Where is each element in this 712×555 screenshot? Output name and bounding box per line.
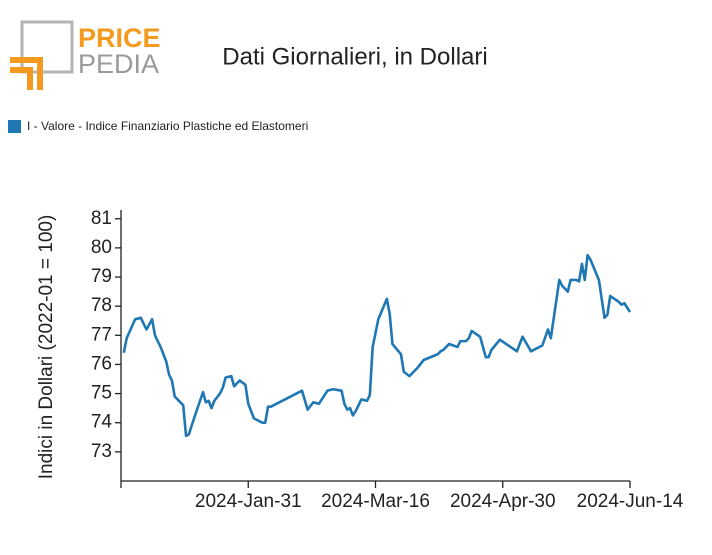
y-tick-label: 74 bbox=[91, 412, 113, 433]
y-tick-label: 81 bbox=[91, 208, 112, 229]
legend-label: I - Valore - Indice Finanziario Plastich… bbox=[27, 119, 308, 133]
logo: PRICE PEDIA bbox=[10, 20, 161, 90]
y-tick-label: 76 bbox=[91, 353, 112, 374]
y-tick-label: 79 bbox=[91, 266, 112, 287]
y-tick-label: 78 bbox=[91, 295, 112, 316]
x-tick-label: 2024-Apr-30 bbox=[450, 491, 556, 512]
y-tick-label: 73 bbox=[91, 441, 112, 462]
chart-title: Dati Giornalieri, in Dollari bbox=[222, 43, 487, 70]
series-line bbox=[122, 253, 632, 438]
x-tick-label: 2024-Jan-31 bbox=[195, 491, 302, 512]
y-axis-label: Indici in Dollari (2022-01 = 100) bbox=[36, 215, 57, 480]
y-tick-label: 77 bbox=[91, 324, 112, 345]
x-tick-label: 2024-Jun-14 bbox=[577, 491, 684, 512]
logo-text: PEDIA bbox=[78, 49, 159, 79]
logo-square bbox=[20, 20, 74, 74]
logo-text: PRICE bbox=[78, 23, 161, 53]
logo-mark bbox=[10, 57, 43, 90]
y-tick-label: 80 bbox=[91, 237, 112, 258]
x-tick-label: 2024-Mar-16 bbox=[321, 491, 430, 512]
legend-swatch bbox=[8, 120, 21, 133]
y-tick-label: 75 bbox=[91, 383, 112, 404]
